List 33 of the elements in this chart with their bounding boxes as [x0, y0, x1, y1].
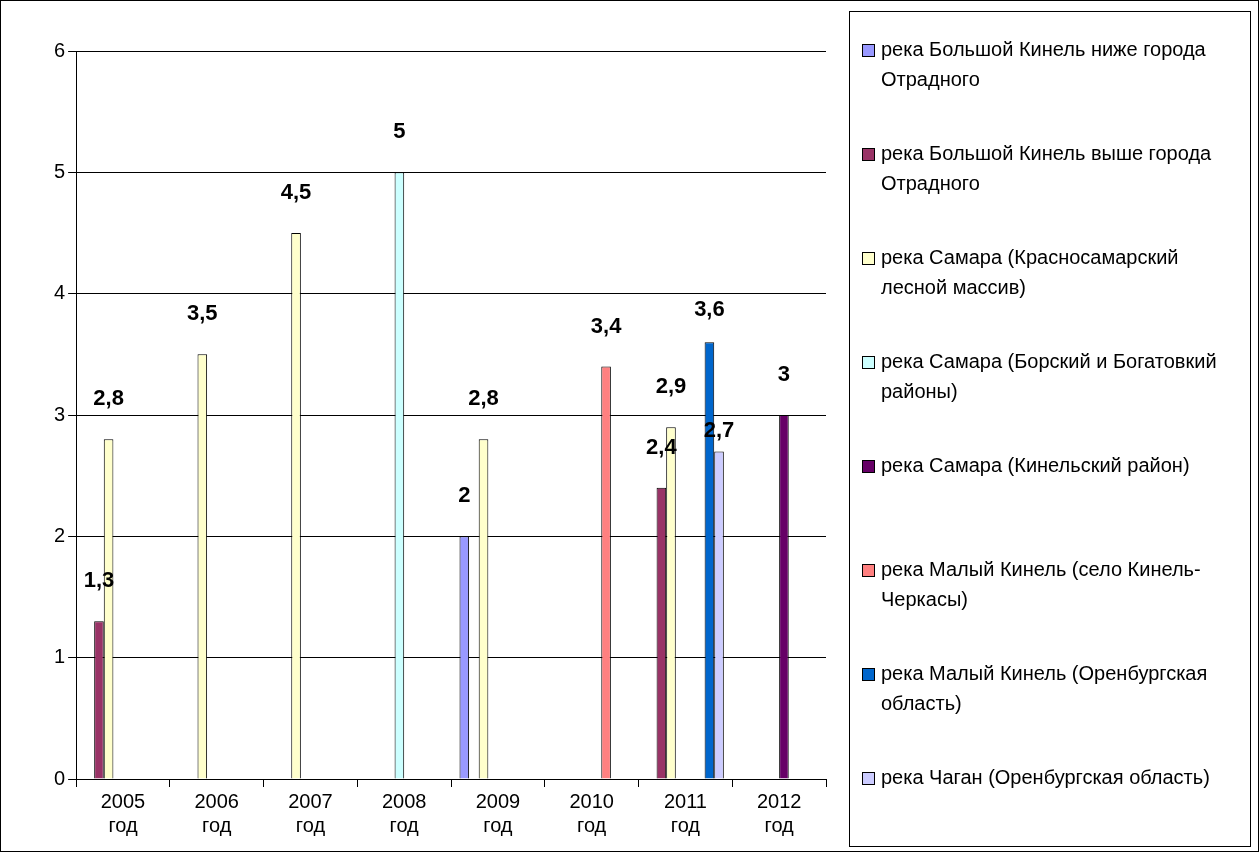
x-tick-label: 2010 год [569, 789, 614, 836]
x-tick-label: 2011 год [663, 789, 707, 836]
data-label: 3,4 [590, 312, 623, 338]
x-tick-label: 2012 год [756, 789, 802, 836]
data-label: 3 [777, 361, 791, 387]
legend-label: река Малый Кинель (село Кинель-Черкасы) [881, 557, 1202, 612]
data-label: 4,5 [280, 179, 312, 205]
legend-label: река Большой Кинель выше города Отрадного [881, 141, 1213, 196]
y-tick-label: 6 [54, 38, 66, 61]
data-label: 2,8 [93, 385, 124, 411]
data-label: 2,8 [468, 385, 499, 411]
data-label: 3,6 [694, 295, 725, 321]
x-tick-label: 2009 год [475, 789, 521, 836]
legend-label: река Чаган (Оренбургская область) [881, 765, 1210, 790]
data-label: 3,5 [187, 300, 218, 326]
data-label: 2,9 [655, 373, 687, 399]
legend-label: река Самара (Красносамарский лесной массив) [881, 245, 1180, 300]
x-tick-label: 2007 год [288, 789, 333, 836]
y-tick-label: 4 [54, 281, 66, 304]
y-tick-label: 5 [54, 159, 66, 182]
x-tick-label: 2005 год [100, 789, 146, 836]
x-tick-label: 2006 год [194, 789, 239, 836]
x-tick-label: 2008 год [381, 789, 427, 836]
legend-label: река Самара (Кинельский район) [881, 453, 1190, 478]
legend-label: река Самара (Борский и Богатовкий районы) [881, 349, 1218, 404]
legend-label: река Большой Кинель ниже города Отрадного [881, 37, 1207, 92]
y-tick-label: 2 [54, 523, 66, 546]
y-tick-label: 1 [54, 645, 66, 668]
legend-label: река Малый Кинель (Оренбургская область) [881, 661, 1209, 716]
data-label: 2 [458, 482, 471, 508]
data-label: 5 [393, 118, 406, 144]
y-tick-label: 0 [54, 766, 66, 789]
y-tick-label: 3 [54, 402, 66, 425]
